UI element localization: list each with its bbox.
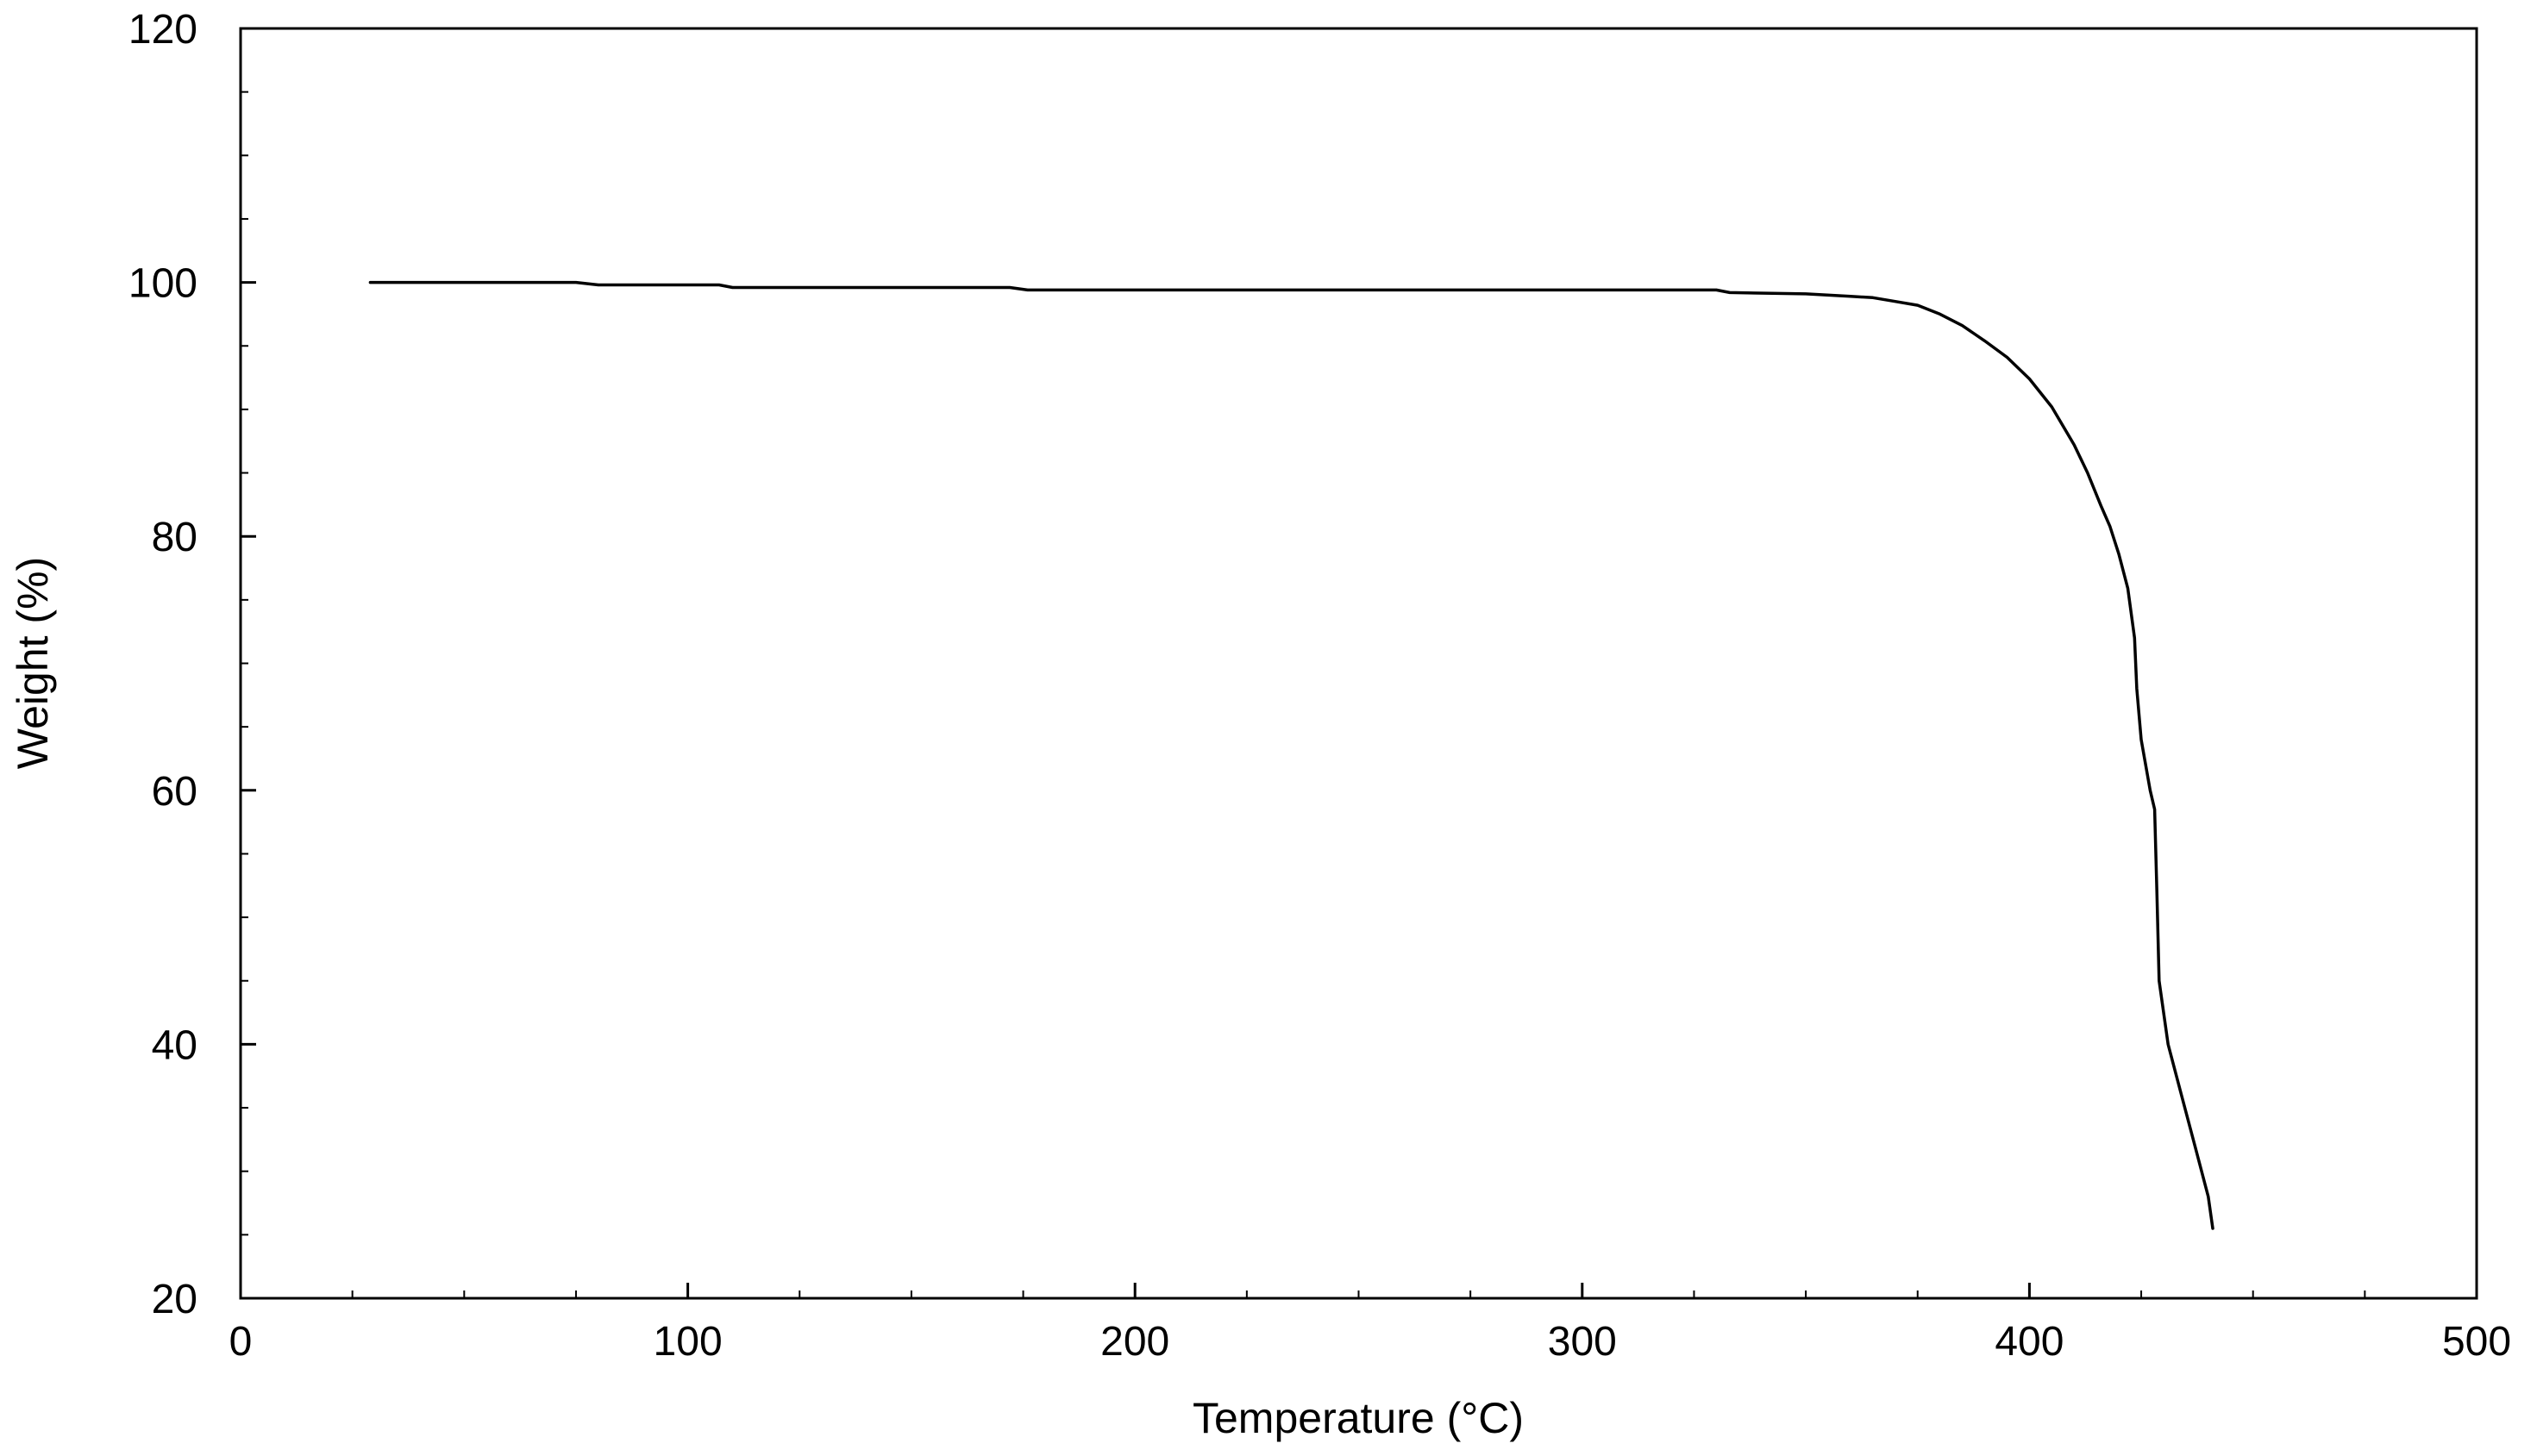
plot-area-frame <box>239 27 2478 1300</box>
y-tick-label: 40 <box>152 1022 197 1068</box>
y-axis-title: Weight (%) <box>9 557 57 769</box>
x-tick-label: 200 <box>1100 1319 1169 1365</box>
x-tick-label: 300 <box>1548 1319 1617 1365</box>
x-tick-label: 0 <box>229 1319 253 1365</box>
major-ticks <box>239 27 2478 1300</box>
y-tick-label: 100 <box>128 261 197 307</box>
x-tick-label: 100 <box>654 1319 723 1365</box>
x-axis-title: Temperature (°C) <box>1193 1394 1524 1442</box>
x-tick-label: 400 <box>1995 1319 2064 1365</box>
y-tick-label: 120 <box>128 7 197 53</box>
y-tick-label: 80 <box>152 515 197 560</box>
series-line-weight <box>368 280 2214 1230</box>
minor-ticks <box>241 91 2366 1298</box>
x-tick-label: 500 <box>2442 1319 2511 1365</box>
y-tick-label: 60 <box>152 769 197 815</box>
y-tick-label: 20 <box>152 1277 197 1322</box>
tick-labels: 0 100 200 300 400 500 20 40 60 80 100 120 <box>128 7 2511 1365</box>
